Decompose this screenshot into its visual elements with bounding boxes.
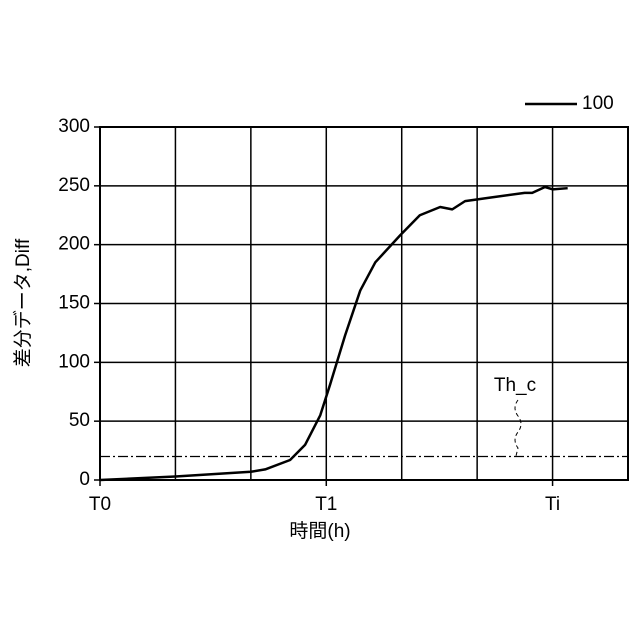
data-line — [100, 187, 568, 480]
y-tick-label: 100 — [58, 351, 90, 372]
y-axis-label: 差分データ,Diff — [12, 238, 34, 367]
y-tick-label: 50 — [69, 410, 90, 431]
y-tick-label: 200 — [58, 234, 90, 255]
threshold-label: Th_c — [494, 375, 536, 396]
annotation-leader — [515, 400, 521, 456]
y-tick-label: 0 — [79, 469, 90, 490]
legend-label: 100 — [582, 93, 614, 114]
x-axis-label: 時間(h) — [289, 520, 350, 542]
y-tick-label: 250 — [58, 175, 90, 196]
y-tick-label: 150 — [58, 293, 90, 314]
y-tick-label: 300 — [58, 116, 90, 137]
x-tick-label: Ti — [545, 494, 560, 515]
x-tick-label: T1 — [315, 494, 337, 515]
x-tick-label: T0 — [89, 494, 111, 515]
